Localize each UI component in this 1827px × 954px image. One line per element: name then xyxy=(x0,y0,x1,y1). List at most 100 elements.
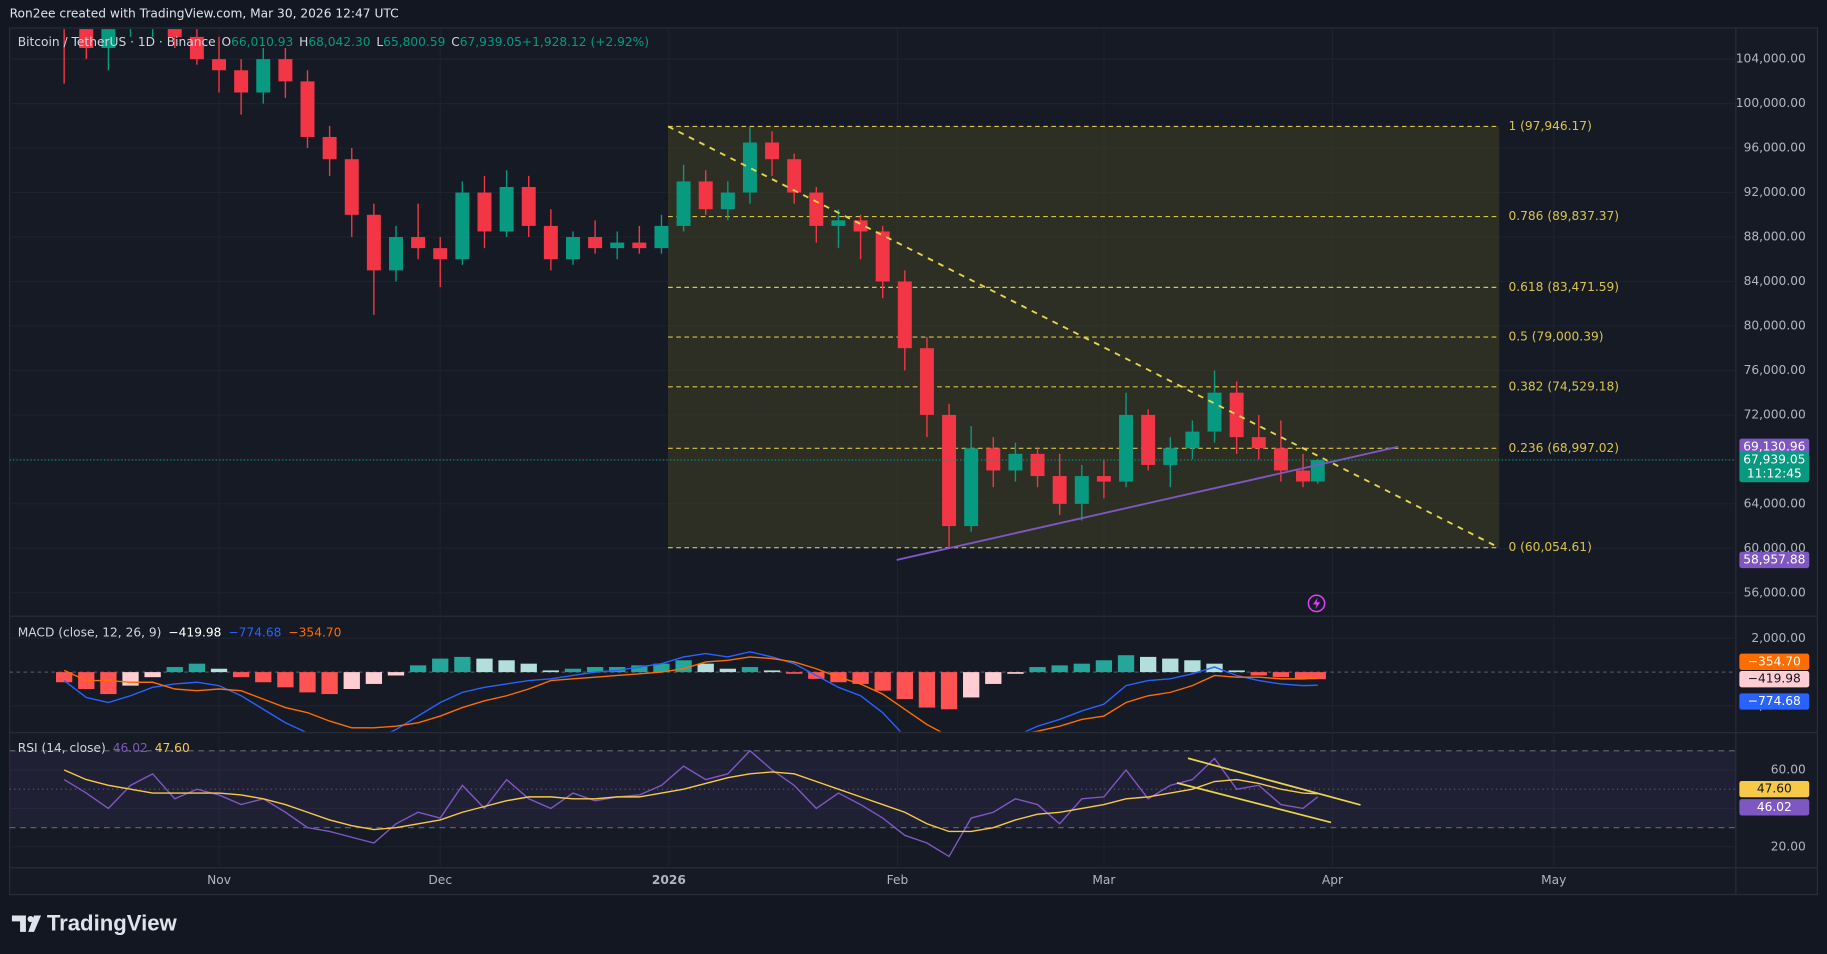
candle-body xyxy=(897,281,912,349)
x-tick-label: 2026 xyxy=(652,873,686,887)
legend-item: 66,010.93 xyxy=(231,34,293,48)
axis-label: 11:12:45 xyxy=(1747,467,1802,481)
macd-histogram-bar xyxy=(542,670,560,673)
fib-label: 0.5 (79,000.39) xyxy=(1508,330,1603,344)
macd-histogram-bar xyxy=(586,667,604,673)
y-tick-label: 92,000.00 xyxy=(1744,185,1806,199)
macd-histogram-bar xyxy=(1095,660,1113,673)
rsi-line xyxy=(63,749,1319,858)
candle-body xyxy=(1119,414,1134,482)
legend-item: H xyxy=(299,34,308,48)
candle-body xyxy=(1163,448,1178,465)
macd-histogram-bar xyxy=(1184,660,1201,673)
macd-histogram-bar xyxy=(1206,663,1223,673)
legend: RSI (14, close) 46.02 47.60 xyxy=(18,740,190,754)
macd-histogram-bar xyxy=(609,667,626,673)
candle-body xyxy=(79,29,94,49)
overlay: Nov Dec 2026 Feb Mar Apr May 56,000.00 60,000.00… xyxy=(18,34,1810,887)
macd-histogram-bar xyxy=(498,660,515,673)
macd-histogram-bar xyxy=(188,663,206,673)
legend-item: 46.02 xyxy=(113,740,148,754)
macd-histogram-bar xyxy=(255,672,272,683)
macd-histogram-bar xyxy=(564,668,582,673)
fib-label: 0.618 (83,471.59) xyxy=(1508,280,1619,294)
macd-histogram-bar xyxy=(697,663,714,673)
candle-body xyxy=(1141,414,1156,465)
legend-item: 47.60 xyxy=(155,740,190,754)
macd-histogram-bar xyxy=(1162,658,1179,673)
legend-item: RSI (14, close) xyxy=(18,740,106,754)
candle-body xyxy=(300,81,315,137)
legend: Bitcoin / TetherUS · 1D · Binance O66,010… xyxy=(18,34,649,48)
candle-body xyxy=(389,237,403,271)
y-tick-label: 76,000.00 xyxy=(1744,363,1806,377)
trendline xyxy=(896,445,1399,561)
axis-label-box xyxy=(1739,799,1810,816)
legend-item: 67,939.05 xyxy=(460,34,522,48)
x-tick-label: Feb xyxy=(887,873,909,887)
macd-histogram-bar xyxy=(520,663,537,673)
macd-histogram-bar xyxy=(719,668,736,673)
rsi-band xyxy=(9,750,1736,828)
fib-label: 0.786 (89,837.37) xyxy=(1508,209,1619,223)
macd-histogram-bar xyxy=(985,672,1002,684)
legend-item: −419.98 xyxy=(168,625,221,639)
legend-item: Bitcoin / TetherUS · 1D · Binance xyxy=(18,34,216,48)
macd-histogram-bar xyxy=(1228,670,1245,673)
candle-body xyxy=(1207,392,1222,432)
macd-histogram-bar xyxy=(299,672,316,693)
axis-label: 58,957.88 xyxy=(1743,552,1805,566)
legend-item: C xyxy=(451,34,460,48)
legend-item: O xyxy=(222,34,232,48)
macd-histogram-bar xyxy=(918,672,936,708)
y-tick-label: 60.00 xyxy=(1771,762,1806,776)
macd-histogram-bar xyxy=(100,672,117,695)
macd-histogram-bar xyxy=(653,663,670,673)
candle-body xyxy=(610,242,625,249)
y-tick-label: 72,000.00 xyxy=(1744,407,1806,421)
macd-histogram-bar xyxy=(277,672,294,688)
candle-body xyxy=(632,242,647,249)
logo: TradingView xyxy=(11,911,178,936)
legend-item: −354.70 xyxy=(288,625,341,639)
axis-label: −774.68 xyxy=(1748,694,1801,708)
y-tick-label: 100,000.00 xyxy=(1736,96,1806,110)
candle-body xyxy=(1273,448,1288,471)
trendline xyxy=(667,125,1500,549)
macd-histogram-bar xyxy=(741,667,759,673)
candle-body xyxy=(676,181,691,226)
candle-body xyxy=(875,231,890,282)
candle-body xyxy=(455,192,470,260)
candle-body xyxy=(322,136,337,160)
fib-label: 1 (97,946.17) xyxy=(1508,119,1591,133)
macd-histogram-bar xyxy=(786,672,803,674)
macd-histogram-bar xyxy=(232,672,250,678)
candle-body xyxy=(212,59,227,71)
y-tick-label: 80,000.00 xyxy=(1744,318,1806,332)
price-pane xyxy=(9,29,1736,594)
candle-body xyxy=(1052,476,1067,504)
candle-body xyxy=(565,237,580,260)
y-tick-label: 104,000.00 xyxy=(1736,52,1806,66)
axis-label: −419.98 xyxy=(1748,672,1801,686)
candle-body xyxy=(765,142,780,160)
macd-histogram-bar xyxy=(166,667,183,673)
candle-body xyxy=(1074,476,1089,504)
candle-body xyxy=(853,220,868,232)
candle-body xyxy=(411,237,426,249)
macd-histogram-bar xyxy=(1051,665,1068,673)
axis-label-box xyxy=(1739,451,1810,483)
macd-histogram-bar xyxy=(365,672,383,684)
x-tick-label: Nov xyxy=(207,873,231,887)
macd-histogram-bar xyxy=(210,668,228,673)
x-tick-label: Apr xyxy=(1322,873,1344,887)
chart-frame xyxy=(9,27,1818,896)
candle-body xyxy=(543,225,558,260)
macd-histogram-bar xyxy=(763,670,781,673)
macd-histogram-bar xyxy=(56,672,73,683)
candle-body xyxy=(1008,453,1023,471)
macd-histogram-bar xyxy=(675,660,692,673)
candle-body xyxy=(588,237,603,249)
